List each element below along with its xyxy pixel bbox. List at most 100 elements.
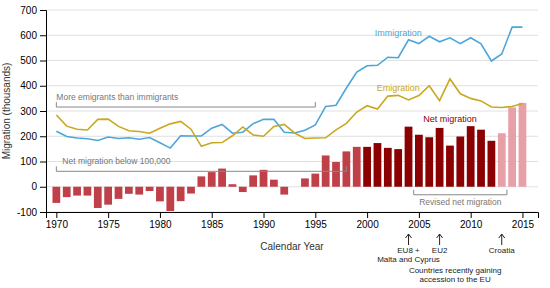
grid [46, 10, 538, 212]
x-tick-mark [315, 212, 316, 218]
bar [208, 172, 216, 187]
x-tick-mark [56, 212, 57, 218]
bar [446, 146, 454, 187]
y-tick-mark [40, 187, 46, 188]
arrow-label: EU2 [432, 246, 448, 255]
x-tick-mark [108, 212, 109, 218]
x-tick-mark [471, 212, 472, 218]
grid-line [46, 10, 538, 11]
arrow-label: Croatia [489, 246, 515, 255]
arrow [499, 234, 505, 245]
arrow [406, 234, 412, 245]
y-tick: -100 [17, 207, 46, 218]
labels: Net migrationImmigrationEmigration [375, 28, 477, 124]
bar [239, 187, 247, 192]
y-tick: 600 [20, 30, 46, 41]
bar [270, 180, 278, 187]
x-tick-mark [212, 212, 213, 218]
y-tick-label: 300 [20, 106, 37, 117]
y-tick-mark [40, 162, 46, 163]
x-tick-mark [264, 212, 265, 218]
bar [280, 187, 288, 195]
bar [456, 137, 464, 187]
y-tick: 300 [20, 106, 46, 117]
x-axis-title: Calendar Year [260, 241, 324, 252]
x-tick-label: 1980 [149, 219, 172, 230]
bracket [414, 190, 507, 195]
bar [125, 187, 133, 194]
x-axis: 1970197519801985199019952000200520102015 [46, 212, 539, 230]
y-tick-label: 600 [20, 30, 37, 41]
bar [405, 127, 413, 187]
annotations: More emigrants than immigrantsNet migrat… [56, 92, 515, 284]
series-label: Immigration [375, 28, 422, 38]
y-tick-label: 400 [20, 80, 37, 91]
bar [519, 103, 527, 187]
y-tick: 700 [20, 5, 46, 16]
x-tick: 1975 [98, 212, 121, 230]
x-tick-mark [367, 212, 368, 218]
y-tick-mark [40, 136, 46, 137]
marks [52, 27, 526, 211]
x-tick: 1995 [305, 212, 328, 230]
y-tick-mark [40, 111, 46, 112]
bar [104, 187, 112, 205]
bar [415, 135, 423, 187]
x-tick-mark [160, 212, 161, 218]
bar [498, 133, 506, 187]
x-tick-label: 1985 [201, 219, 224, 230]
bracket [56, 166, 346, 171]
bar [156, 187, 164, 202]
bar [177, 187, 185, 201]
x-tick: 1990 [253, 212, 276, 230]
arrow-label: EU8 + [397, 246, 420, 255]
bar [332, 162, 340, 187]
y-tick: 100 [20, 156, 46, 167]
bar [301, 178, 309, 186]
x-tick: 2005 [408, 212, 431, 230]
y-tick-label: 200 [20, 131, 37, 142]
bar [229, 184, 237, 187]
line [56, 27, 522, 148]
x-tick-label: 2010 [460, 219, 483, 230]
caption: Countries recently gaining [409, 266, 502, 275]
plot: 1970197519801985199019952000200520102015… [1, 5, 539, 284]
y-axis-line [40, 11, 47, 213]
x-tick-label: 1990 [253, 219, 276, 230]
chart-container: 1970197519801985199019952000200520102015… [0, 0, 550, 288]
line [56, 79, 522, 146]
x-tick: 2015 [512, 212, 535, 230]
x-tick-label: 2015 [512, 219, 535, 230]
bar [384, 148, 392, 187]
x-axis-line [47, 213, 539, 219]
bar [63, 187, 71, 197]
y-axis: -100 0 100 200 300 400 500 600 700 [17, 5, 47, 218]
arrow [437, 234, 443, 245]
y-tick: 400 [20, 80, 46, 91]
bar-series [52, 103, 526, 211]
chart: 1970197519801985199019952000200520102015… [0, 0, 550, 288]
bar [146, 187, 154, 191]
x-tick: 1970 [46, 212, 69, 230]
y-tick-mark [40, 10, 46, 11]
bar [425, 137, 433, 186]
y-tick-label: 500 [20, 55, 37, 66]
bar [436, 128, 444, 187]
bar [115, 187, 123, 199]
bar [94, 187, 102, 208]
bracket-label: Revised net migration [419, 197, 501, 207]
bracket-label: Net migration below 100,000 [62, 156, 170, 166]
grid-line [46, 35, 538, 36]
bar [249, 175, 257, 186]
y-axis-title: Migration (thousands) [1, 63, 12, 160]
bar [488, 141, 496, 187]
x-tick-mark [419, 212, 420, 218]
bar [166, 187, 174, 211]
bar [363, 147, 371, 187]
bar [260, 170, 268, 187]
y-tick-label: 0 [31, 181, 37, 192]
bar [291, 186, 299, 187]
bar [394, 149, 402, 187]
y-tick-label: 700 [20, 5, 37, 16]
x-tick-label: 2005 [408, 219, 431, 230]
